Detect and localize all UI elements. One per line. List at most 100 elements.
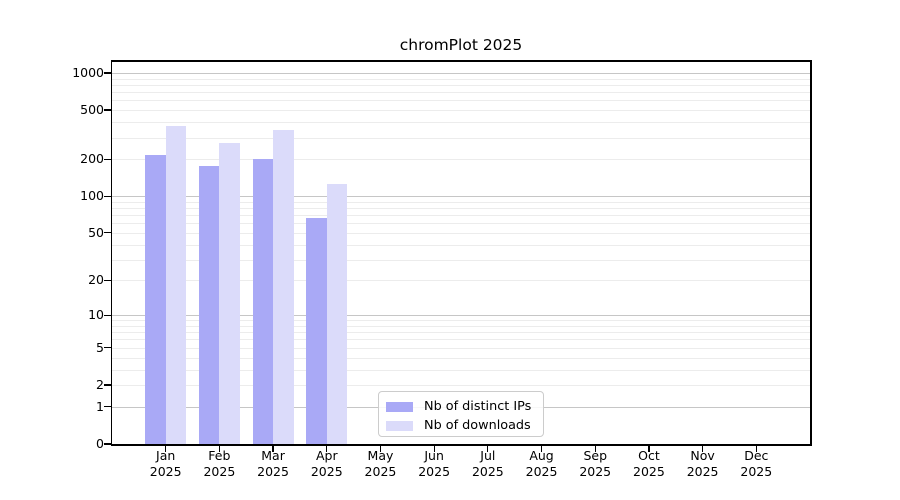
y-tick-label: 200 — [80, 151, 104, 167]
y-gridline-minor — [112, 385, 810, 386]
bar-downloads — [219, 143, 240, 444]
x-tick — [326, 445, 328, 452]
x-tick-label-line: Apr — [315, 448, 338, 463]
y-gridline-minor — [112, 215, 810, 217]
x-tick-label: Feb 2025 — [187, 448, 251, 479]
y-gridline-minor — [112, 320, 810, 322]
y-gridline-minor — [112, 347, 810, 349]
x-tick — [540, 445, 543, 452]
x-tick-label-line: 2025 — [203, 463, 236, 479]
x-tick-label-line: Jan — [156, 448, 176, 463]
plot-area — [112, 61, 810, 444]
x-tick-label-line: Dec — [744, 448, 769, 463]
y-gridline-minor — [112, 232, 810, 234]
y-gridline-major — [112, 196, 810, 198]
y-gridline-minor — [112, 137, 810, 139]
legend-swatch-distinct-ips — [386, 401, 413, 412]
grid-layer — [112, 61, 810, 444]
x-tick-label: Sep 2025 — [563, 448, 627, 479]
x-tick-label: Jul 2025 — [456, 448, 520, 479]
y-tick — [104, 232, 111, 234]
y-tick-label: 20 — [88, 272, 104, 288]
y-axis-line — [110, 60, 113, 446]
bar-downloads — [273, 130, 294, 444]
x-tick-label-line: Jun — [424, 448, 444, 463]
x-tick — [701, 445, 704, 452]
plot-right-spine — [810, 60, 812, 446]
y-tick-label: 500 — [80, 102, 104, 118]
x-tick — [433, 445, 435, 452]
y-gridline-major — [112, 315, 810, 317]
x-tick-label-line: 2025 — [633, 463, 665, 479]
x-tick-label: May 2025 — [348, 448, 412, 479]
y-tick-label: 2 — [96, 377, 104, 392]
bar-distinct-ips — [306, 218, 327, 444]
x-tick — [487, 445, 489, 452]
y-gridline-major — [112, 72, 810, 74]
x-tick-label-line: Aug — [529, 448, 554, 463]
x-tick-label: Mar 2025 — [241, 448, 305, 479]
y-gridline-minor — [112, 159, 810, 161]
x-tick-label: Oct 2025 — [617, 448, 681, 479]
x-tick-label-line: 2025 — [310, 463, 343, 479]
x-tick-label-line: 2025 — [364, 463, 397, 479]
y-tick — [104, 384, 111, 386]
y-gridline-minor — [112, 223, 810, 225]
y-gridline-minor — [112, 100, 810, 102]
legend-label-distinct-ips: Nb of distinct IPs — [424, 399, 532, 414]
y-tick-label: 5 — [96, 339, 104, 355]
y-tick-label: 1 — [96, 398, 104, 414]
y-tick — [104, 158, 111, 160]
y-gridline-minor — [112, 84, 810, 86]
y-tick-label: 0 — [96, 436, 104, 451]
y-tick-label: 100 — [80, 188, 104, 204]
x-tick-label-line: Sep — [583, 448, 607, 463]
y-gridline-minor — [112, 78, 810, 80]
legend: Nb of distinct IPs Nb of downloads — [378, 391, 544, 437]
x-tick-label-line: Nov — [690, 448, 715, 463]
legend-swatch-downloads — [386, 420, 413, 431]
x-axis-line — [110, 444, 812, 446]
x-tick-label-line: 2025 — [579, 463, 612, 479]
y-gridline-minor — [112, 339, 810, 341]
bars-layer — [112, 61, 810, 444]
x-tick-label-line: Mar — [261, 448, 285, 463]
y-gridline-minor — [112, 110, 810, 112]
legend-label-downloads: Nb of downloads — [424, 418, 531, 433]
y-tick — [104, 314, 111, 316]
y-gridline-minor — [112, 201, 810, 203]
x-tick — [594, 445, 596, 452]
x-tick-label-line: Oct — [638, 448, 660, 463]
x-tick-label-line: May — [367, 448, 394, 463]
y-tick-label: 1000 — [72, 64, 104, 80]
bar-downloads — [165, 125, 187, 444]
x-tick — [165, 445, 167, 452]
x-tick-label-line: Feb — [208, 448, 231, 463]
x-tick-label: Apr 2025 — [295, 448, 359, 479]
y-gridline-minor — [112, 92, 810, 94]
legend-item-downloads: Nb of downloads — [386, 416, 535, 435]
plot-top-spine — [110, 60, 812, 62]
x-tick-label: Aug 2025 — [510, 448, 574, 479]
y-gridline-minor — [112, 122, 810, 124]
y-gridline-minor — [112, 357, 810, 359]
chart-title: chromPlot 2025 — [399, 36, 523, 54]
y-gridline-minor — [112, 244, 810, 246]
y-gridline-minor — [112, 332, 810, 334]
y-tick — [104, 443, 111, 445]
x-tick-label: Jan 2025 — [134, 448, 198, 479]
y-gridline-minor — [112, 326, 810, 327]
y-gridline-minor — [112, 208, 810, 209]
y-tick — [104, 109, 111, 111]
x-tick-label-line: 2025 — [149, 463, 182, 479]
x-tick-label-line: 2025 — [418, 463, 451, 479]
x-tick-label-line: 2025 — [257, 463, 289, 479]
x-tick — [648, 445, 650, 452]
y-tick — [104, 72, 111, 74]
legend-item-distinct-ips: Nb of distinct IPs — [386, 397, 535, 416]
x-tick-label: Dec 2025 — [724, 448, 788, 479]
y-tick — [104, 195, 111, 197]
bar-downloads — [326, 184, 348, 444]
y-gridline-minor — [112, 369, 810, 371]
